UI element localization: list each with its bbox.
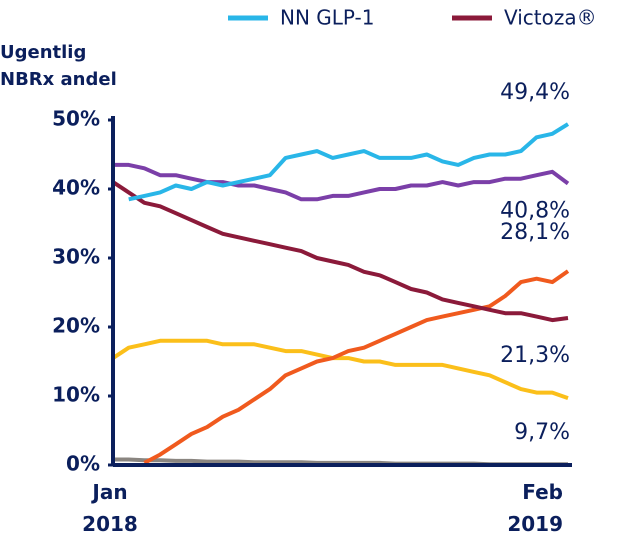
data-label: 9,7% bbox=[514, 420, 570, 445]
data-label: 49,4% bbox=[500, 80, 570, 105]
x-tick-label: Feb 2019 bbox=[507, 480, 563, 535]
series-line bbox=[143, 269, 570, 465]
y-tick-label: 50% bbox=[52, 107, 100, 131]
data-label: 28,1% bbox=[500, 220, 570, 245]
y-tick-label: 0% bbox=[66, 452, 100, 476]
y-tick-label: 10% bbox=[52, 383, 100, 407]
y-axis-label: Ugentlig bbox=[0, 42, 86, 63]
legend-label: Victoza® bbox=[504, 6, 597, 30]
x-tick-label: Jan 2018 bbox=[82, 480, 138, 535]
y-tick-label: 30% bbox=[52, 245, 100, 269]
series-line bbox=[111, 338, 569, 400]
legend-label: NN GLP-1 bbox=[280, 6, 374, 30]
y-tick-label: 20% bbox=[52, 314, 100, 338]
data-label: 21,3% bbox=[500, 343, 570, 368]
series-line bbox=[111, 180, 569, 323]
y-tick-label: 40% bbox=[52, 176, 100, 200]
series-line bbox=[113, 162, 570, 202]
y-axis-label: NBRx andel bbox=[0, 69, 117, 90]
data-label: 40,8% bbox=[500, 198, 570, 223]
series-line bbox=[128, 122, 570, 202]
